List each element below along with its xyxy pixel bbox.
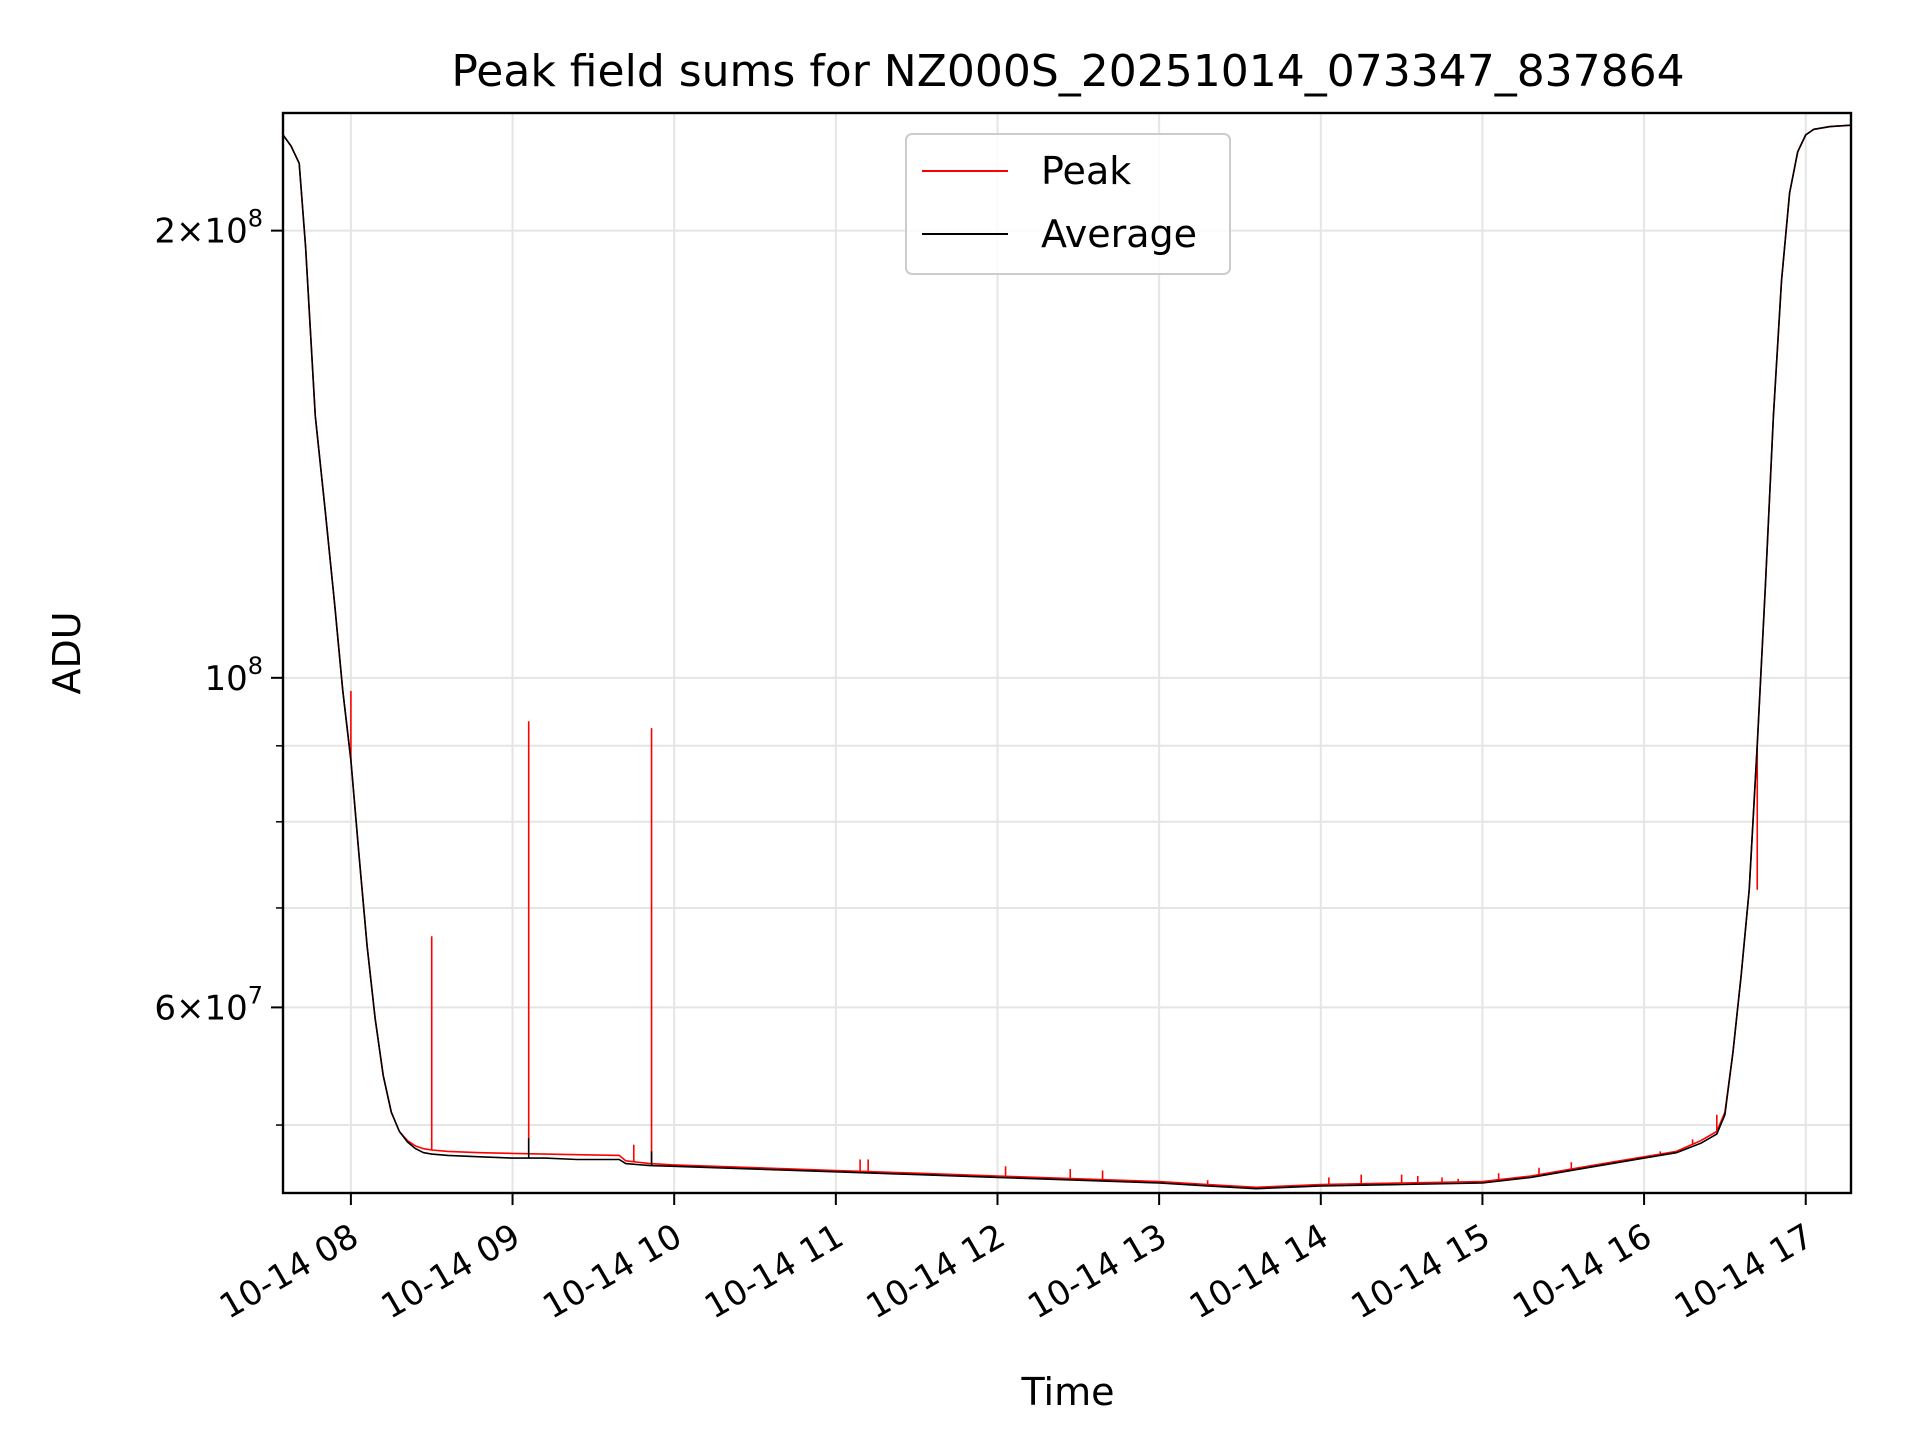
series-line-average [283,124,1851,1190]
legend-peak-label: Peak [1041,149,1131,193]
y-axis-label: ADU [45,611,89,694]
legend-average-label: Average [1041,212,1197,256]
grid-lines [283,113,1851,1193]
y-axis-ticks: 108 2×108 6×107 [154,205,283,1126]
x-axis-label: Time [1021,1370,1115,1414]
legend: Peak Average [905,133,1231,275]
y-tick-label: 108 [204,652,263,699]
series-layer [283,124,1851,1190]
chart-title: Peak field sums for NZ000S_20251014_0733… [451,46,1684,97]
plot-area-frame [281,111,1853,1195]
y-tick-label: 2×108 [154,205,263,252]
y-tick-label: 6×107 [154,981,263,1028]
legend-box [905,133,1231,275]
